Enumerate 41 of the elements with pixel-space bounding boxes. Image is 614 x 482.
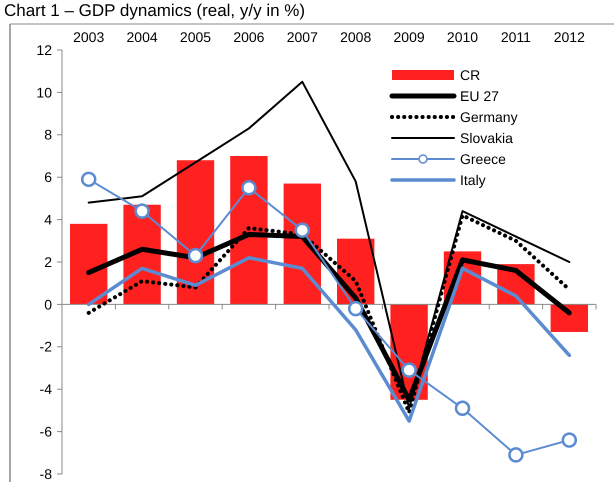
y-tick-label: -6: [40, 424, 52, 440]
line-series: [88, 80, 570, 410]
x-tick-label: 2007: [286, 29, 318, 45]
bar: [70, 224, 108, 304]
legend-label: Italy: [460, 172, 486, 188]
legend-label: Germany: [460, 108, 518, 125]
point: [80, 172, 96, 188]
bar: [550, 304, 588, 332]
x-tick-label: 2004: [126, 29, 158, 45]
point: [294, 222, 310, 238]
point: [348, 300, 364, 316]
y-tick-label: 0: [44, 296, 52, 312]
y-tick-label: -2: [40, 338, 52, 355]
point: [241, 180, 257, 196]
point: [562, 432, 578, 448]
chart-title: Chart 1 – GDP dynamics (real, y/y in %): [4, 1, 306, 20]
x-tick-label: 2011: [500, 29, 532, 45]
y-tick-label: 12: [36, 42, 52, 58]
y-tick-label: 10: [36, 84, 52, 100]
legend-label: Greece: [460, 150, 506, 167]
point: [134, 203, 150, 219]
x-tick-label: 2008: [340, 29, 372, 45]
y-tick-label: 2: [44, 254, 52, 270]
y-tick-label: -8: [40, 466, 52, 482]
x-tick-label: 2012: [554, 29, 586, 45]
point: [454, 400, 470, 416]
point: [508, 447, 524, 463]
y-tick-label: 6: [44, 169, 52, 186]
y-tick-label: 8: [44, 126, 52, 143]
x-tick-label: 2009: [394, 29, 425, 45]
point: [401, 362, 417, 378]
legend-label: EU 27: [460, 88, 500, 104]
x-tick-label: 2006: [233, 29, 265, 45]
x-tick-label: 2010: [446, 29, 478, 45]
y-tick-label: -4: [40, 381, 52, 398]
x-tick-label: 2003: [73, 29, 104, 45]
legend-label: Slovakia: [460, 130, 514, 146]
y-tick-label: 4: [44, 212, 52, 228]
point: [188, 248, 204, 264]
x-tick-label: 2005: [180, 29, 212, 45]
legend-label: CR: [460, 66, 480, 83]
